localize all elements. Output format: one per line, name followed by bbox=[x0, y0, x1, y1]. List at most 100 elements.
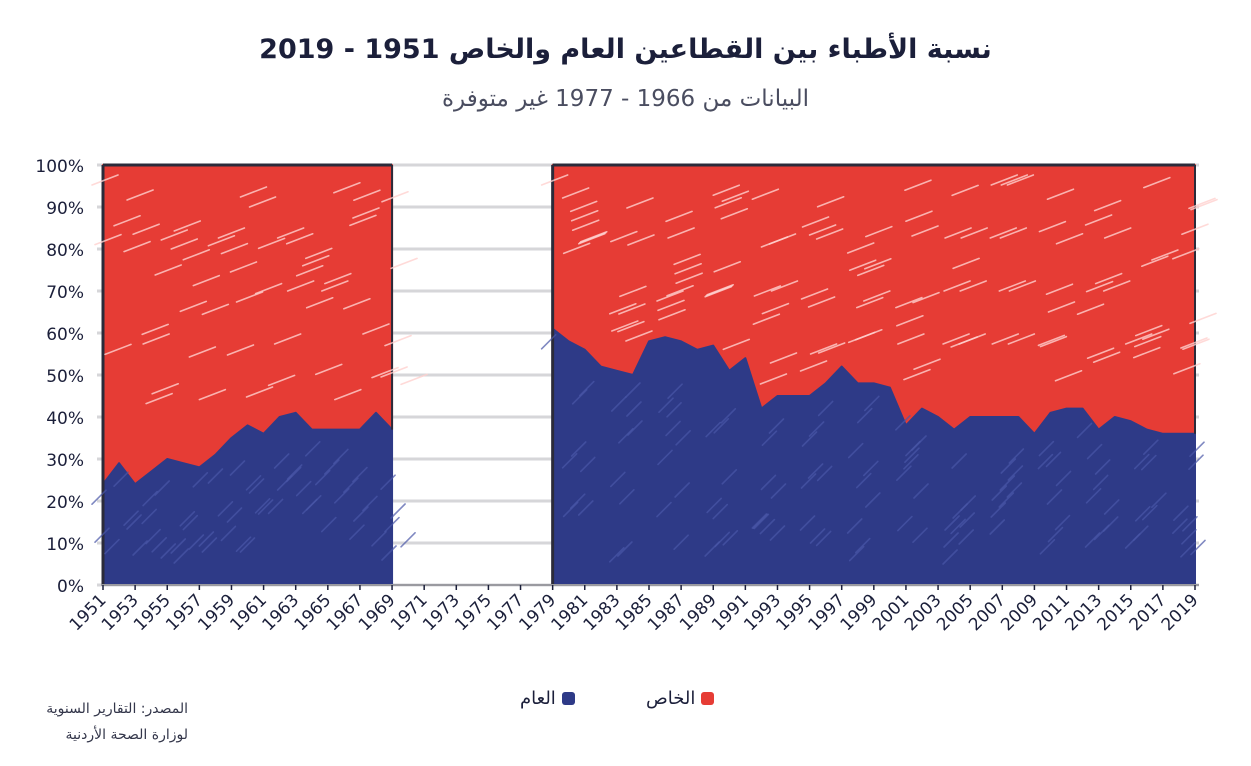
texture-stroke bbox=[1007, 333, 1036, 345]
texture-stroke bbox=[1094, 459, 1111, 475]
texture-stroke bbox=[1038, 440, 1055, 457]
texture-stroke bbox=[673, 253, 701, 266]
texture-stroke bbox=[847, 442, 864, 459]
texture-stroke bbox=[675, 429, 691, 446]
texture-stroke bbox=[1181, 528, 1197, 545]
texture-stroke bbox=[658, 308, 686, 321]
texture-stroke bbox=[1134, 505, 1151, 522]
texture-stroke bbox=[245, 474, 262, 491]
texture-stroke bbox=[343, 477, 359, 494]
texture-stroke bbox=[952, 257, 980, 270]
texture-stroke bbox=[390, 503, 406, 519]
texture-stroke bbox=[704, 541, 720, 557]
texture-stroke bbox=[1006, 174, 1035, 186]
texture-stroke bbox=[950, 518, 966, 535]
texture-stroke bbox=[371, 530, 387, 547]
texture-stroke bbox=[254, 497, 271, 514]
y-tick-label: 30% bbox=[46, 451, 84, 471]
texture-stroke bbox=[998, 492, 1015, 508]
texture-stroke bbox=[713, 417, 730, 434]
texture-stroke bbox=[198, 531, 215, 547]
texture-stroke bbox=[285, 233, 314, 245]
texture-stroke bbox=[349, 524, 365, 541]
texture-stroke bbox=[626, 401, 642, 417]
texture-stroke bbox=[666, 284, 694, 297]
texture-stroke bbox=[943, 532, 959, 548]
texture-stroke bbox=[245, 386, 274, 398]
texture-stroke bbox=[1046, 489, 1063, 505]
texture-stroke bbox=[846, 518, 863, 534]
texture-stroke bbox=[618, 427, 634, 444]
texture-stroke bbox=[1085, 487, 1102, 504]
legend-label-public: العام bbox=[520, 688, 556, 709]
texture-stroke bbox=[123, 510, 139, 527]
texture-stroke bbox=[188, 534, 205, 550]
texture-stroke bbox=[1141, 255, 1169, 268]
texture-stroke bbox=[807, 296, 836, 308]
x-tick-label: 2015 bbox=[1094, 590, 1139, 635]
source-note: المصدر: التقارير السنوية لوزارة الصحة ال… bbox=[18, 696, 188, 748]
texture-stroke bbox=[334, 388, 362, 401]
texture-stroke bbox=[712, 184, 741, 196]
texture-stroke bbox=[895, 414, 911, 431]
texture-stroke bbox=[1173, 505, 1189, 522]
texture-stroke bbox=[619, 488, 635, 505]
texture-stroke bbox=[609, 546, 625, 563]
texture-stroke bbox=[991, 333, 1020, 345]
texture-stroke bbox=[333, 182, 361, 194]
texture-stroke bbox=[381, 545, 397, 561]
texture-stroke bbox=[911, 435, 927, 451]
texture-stroke bbox=[1124, 333, 1153, 345]
texture-stroke bbox=[809, 528, 826, 544]
texture-stroke bbox=[179, 510, 196, 527]
texture-stroke bbox=[1172, 518, 1188, 535]
texture-stroke bbox=[1180, 337, 1208, 349]
y-tick-label: 20% bbox=[46, 493, 84, 513]
texture-stroke bbox=[863, 290, 891, 302]
legend-item-public: العام bbox=[520, 688, 575, 709]
texture-stroke bbox=[1173, 362, 1201, 375]
texture-stroke bbox=[286, 280, 315, 292]
texture-stroke bbox=[569, 200, 598, 213]
texture-stroke bbox=[362, 323, 390, 335]
texture-stroke bbox=[704, 285, 732, 298]
texture-stroke bbox=[1045, 283, 1074, 296]
texture-stroke bbox=[800, 473, 817, 489]
x-tick-label: 1987 bbox=[644, 590, 689, 635]
texture-stroke bbox=[151, 382, 179, 395]
y-tick-label: 60% bbox=[46, 325, 84, 345]
texture-stroke bbox=[141, 323, 169, 336]
texture-stroke bbox=[160, 229, 189, 241]
texture-stroke bbox=[760, 474, 777, 491]
texture-stroke bbox=[248, 478, 265, 494]
texture-stroke bbox=[226, 344, 255, 356]
texture-stroke bbox=[1188, 197, 1216, 210]
texture-stroke bbox=[141, 508, 157, 525]
texture-stroke bbox=[611, 396, 627, 412]
texture-stroke bbox=[761, 302, 790, 315]
texture-stroke bbox=[769, 525, 786, 541]
texture-stroke bbox=[666, 401, 682, 418]
x-tick-label: 1951 bbox=[66, 590, 111, 635]
x-tick-label: 1953 bbox=[98, 590, 143, 635]
texture-stroke bbox=[989, 519, 1006, 535]
texture-stroke bbox=[353, 506, 369, 522]
texture-stroke bbox=[863, 460, 879, 477]
x-tick-label: 1995 bbox=[772, 590, 817, 635]
texture-stroke bbox=[229, 261, 258, 273]
texture-stroke bbox=[154, 264, 182, 276]
texture-stroke bbox=[617, 320, 645, 333]
texture-stroke bbox=[1094, 272, 1123, 285]
texture-stroke bbox=[1037, 453, 1054, 470]
legend-label-private: الخاص bbox=[646, 688, 696, 709]
texture-stroke bbox=[896, 465, 912, 482]
texture-stroke bbox=[943, 280, 971, 292]
texture-stroke bbox=[562, 501, 579, 518]
texture-stroke bbox=[864, 257, 892, 270]
texture-stroke bbox=[1008, 280, 1037, 292]
texture-stroke bbox=[1141, 454, 1157, 471]
texture-stroke bbox=[123, 240, 151, 253]
texture-stroke bbox=[352, 207, 380, 219]
x-tick-label: 2003 bbox=[901, 590, 946, 635]
